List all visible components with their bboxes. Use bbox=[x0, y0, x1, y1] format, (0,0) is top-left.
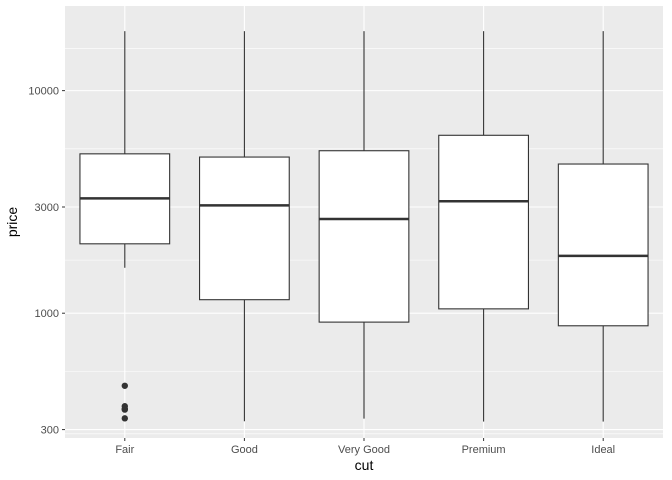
y-tick-label: 1000 bbox=[35, 308, 59, 320]
outlier-point bbox=[121, 382, 128, 389]
box-very-good bbox=[318, 31, 410, 419]
y-axis-title: price bbox=[4, 207, 20, 238]
box-ideal bbox=[557, 31, 649, 422]
boxes-layer bbox=[79, 31, 649, 422]
y-axis: 300 1000 3000 10000 bbox=[28, 86, 65, 437]
x-tick-label: Ideal bbox=[591, 444, 615, 456]
x-axis: Fair Good Very Good Premium Ideal bbox=[115, 438, 615, 456]
outlier-point bbox=[121, 415, 128, 422]
x-tick-label: Good bbox=[231, 444, 258, 456]
x-tick-label: Fair bbox=[115, 444, 134, 456]
outlier-point bbox=[121, 403, 128, 410]
x-tick-label: Premium bbox=[462, 444, 506, 456]
box-fair bbox=[79, 31, 171, 422]
box-iqr bbox=[318, 150, 410, 323]
y-tick-label: 10000 bbox=[28, 86, 59, 98]
x-axis-title: cut bbox=[355, 457, 374, 473]
box-good bbox=[199, 31, 290, 422]
box-iqr bbox=[438, 134, 529, 310]
x-tick-label: Very Good bbox=[338, 444, 390, 456]
box-iqr bbox=[557, 163, 649, 327]
y-tick-label: 300 bbox=[41, 425, 59, 437]
y-tick-label: 3000 bbox=[35, 202, 59, 214]
box-premium bbox=[438, 31, 529, 422]
box-iqr bbox=[199, 156, 290, 301]
